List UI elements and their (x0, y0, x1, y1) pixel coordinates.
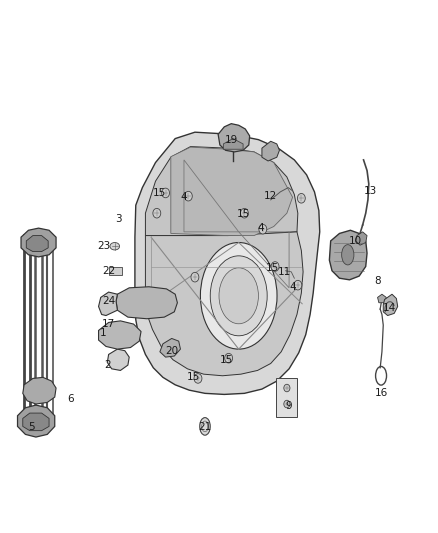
Text: 9: 9 (286, 401, 293, 411)
Text: 15: 15 (153, 188, 166, 198)
Circle shape (225, 353, 233, 363)
Polygon shape (107, 349, 129, 370)
Circle shape (240, 208, 248, 218)
Ellipse shape (200, 243, 277, 349)
Polygon shape (21, 228, 56, 257)
Polygon shape (383, 294, 398, 316)
FancyBboxPatch shape (276, 378, 297, 417)
Ellipse shape (210, 256, 267, 336)
Text: 4: 4 (257, 223, 264, 232)
Polygon shape (99, 292, 117, 316)
Text: 17: 17 (102, 319, 115, 329)
Polygon shape (262, 141, 279, 161)
Text: 8: 8 (374, 277, 381, 286)
Circle shape (184, 191, 192, 201)
Polygon shape (329, 230, 367, 280)
Text: 11: 11 (278, 267, 291, 277)
Text: 15: 15 (266, 263, 279, 272)
Circle shape (294, 280, 302, 290)
Text: 6: 6 (67, 394, 74, 403)
Polygon shape (160, 338, 180, 357)
Polygon shape (171, 147, 293, 236)
Text: 23: 23 (98, 241, 111, 251)
Text: 3: 3 (115, 214, 122, 223)
Ellipse shape (342, 245, 354, 265)
Polygon shape (378, 294, 386, 303)
Text: 5: 5 (28, 423, 35, 432)
Polygon shape (23, 377, 56, 404)
Text: 15: 15 (220, 355, 233, 365)
Text: 14: 14 (382, 303, 396, 313)
Ellipse shape (110, 243, 120, 250)
Polygon shape (218, 124, 250, 152)
Polygon shape (223, 139, 243, 149)
Circle shape (194, 374, 202, 383)
Circle shape (284, 400, 290, 408)
Text: 15: 15 (187, 373, 200, 382)
Text: 1: 1 (99, 328, 106, 338)
Polygon shape (145, 232, 303, 376)
Circle shape (284, 384, 290, 392)
Polygon shape (99, 321, 141, 349)
Text: 4: 4 (180, 192, 187, 202)
Text: 2: 2 (104, 360, 111, 370)
Circle shape (191, 272, 199, 282)
Text: 12: 12 (264, 191, 277, 201)
Text: 4: 4 (289, 282, 296, 292)
Text: 16: 16 (375, 389, 389, 398)
FancyBboxPatch shape (109, 267, 122, 275)
Circle shape (297, 193, 305, 203)
Ellipse shape (219, 268, 258, 324)
Polygon shape (356, 232, 367, 245)
Text: 15: 15 (237, 209, 250, 219)
Text: 13: 13 (364, 186, 377, 196)
Circle shape (271, 262, 279, 271)
Polygon shape (116, 287, 177, 319)
Text: 20: 20 (165, 346, 178, 356)
Polygon shape (26, 236, 48, 252)
Polygon shape (145, 147, 298, 236)
Ellipse shape (200, 418, 210, 435)
Text: 19: 19 (225, 135, 238, 144)
Text: 24: 24 (102, 296, 115, 306)
Text: 21: 21 (198, 423, 212, 432)
Circle shape (259, 224, 267, 234)
Polygon shape (23, 413, 49, 431)
Text: 10: 10 (349, 236, 362, 246)
Text: 22: 22 (102, 266, 115, 276)
Polygon shape (18, 405, 55, 437)
Circle shape (162, 188, 170, 198)
Circle shape (153, 208, 161, 218)
Polygon shape (135, 132, 320, 394)
